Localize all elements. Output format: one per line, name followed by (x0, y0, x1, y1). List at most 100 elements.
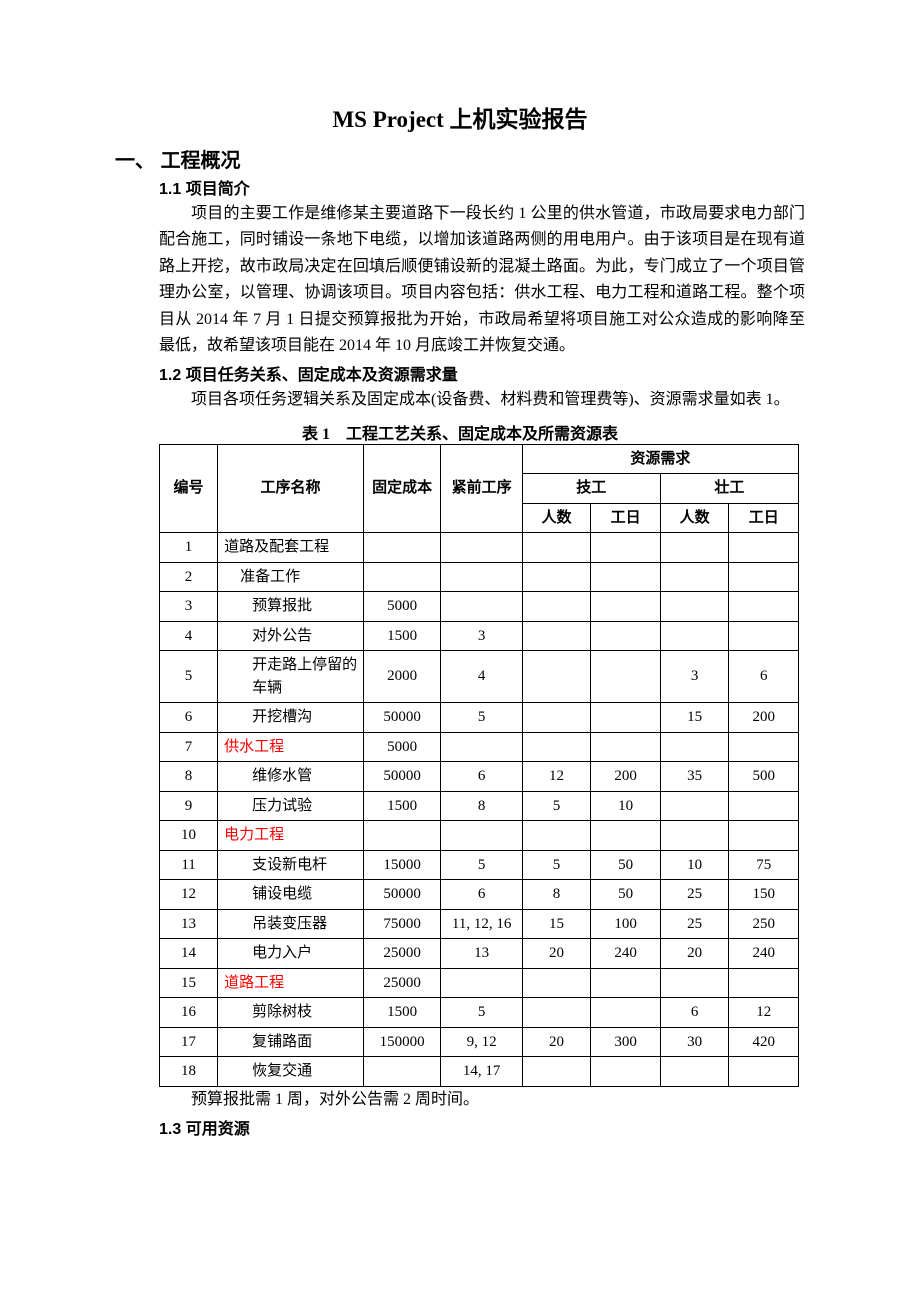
table-cell: 240 (591, 939, 661, 969)
table-cell: 50000 (363, 880, 441, 910)
col-header-skilled-count: 人数 (522, 503, 591, 533)
table-cell: 50 (591, 850, 661, 880)
table-cell: 电力工程 (218, 821, 364, 851)
table-cell (441, 562, 522, 592)
table-cell (660, 968, 729, 998)
table-cell (522, 732, 591, 762)
table-cell (591, 651, 661, 703)
table-cell: 9, 12 (441, 1027, 522, 1057)
section-number: 一、 (115, 150, 155, 172)
col-header-num: 编号 (160, 444, 218, 533)
subheading-1-2: 1.2 项目任务关系、固定成本及资源需求量 (159, 361, 805, 385)
table-cell: 75000 (363, 909, 441, 939)
table-cell: 75 (729, 850, 799, 880)
page-container: MS Project 上机实验报告 一、 工程概况 1.1 项目简介 项目的主要… (0, 0, 920, 1302)
table-cell: 14 (160, 939, 218, 969)
table-row: 16剪除树枝15005612 (160, 998, 799, 1028)
table-cell (591, 732, 661, 762)
document-title: MS Project 上机实验报告 (115, 100, 805, 134)
table-cell (363, 1057, 441, 1087)
table-cell: 5 (441, 850, 522, 880)
table-cell: 15 (522, 909, 591, 939)
table-cell: 18 (160, 1057, 218, 1087)
table-cell: 剪除树枝 (218, 998, 364, 1028)
table-cell: 5 (522, 850, 591, 880)
table-cell (591, 562, 661, 592)
table-cell: 3 (660, 651, 729, 703)
table-cell: 复铺路面 (218, 1027, 364, 1057)
table-cell (660, 791, 729, 821)
table-cell: 恢复交通 (218, 1057, 364, 1087)
col-header-labor-count: 人数 (660, 503, 729, 533)
paragraph-table-note: 预算报批需 1 周，对外公告需 2 周时间。 (159, 1087, 805, 1113)
table-cell (660, 732, 729, 762)
table-row: 18恢复交通 14, 17 (160, 1057, 799, 1087)
table-cell (522, 703, 591, 733)
table-cell: 预算报批 (218, 592, 364, 622)
table-cell (729, 562, 799, 592)
table-cell: 20 (522, 939, 591, 969)
table-cell (591, 592, 661, 622)
table-cell: 支设新电杆 (218, 850, 364, 880)
table-cell: 250 (729, 909, 799, 939)
table-cell (591, 533, 661, 563)
table-cell (660, 1057, 729, 1087)
table-cell: 8 (160, 762, 218, 792)
table-cell (591, 998, 661, 1028)
table-cell: 14, 17 (441, 1057, 522, 1087)
table-cell: 16 (160, 998, 218, 1028)
table-cell: 开走路上停留的车辆 (218, 651, 364, 703)
table-cell: 道路及配套工程 (218, 533, 364, 563)
section-heading-1: 一、 工程概况 (115, 144, 805, 173)
table-row: 9压力试验15008510 (160, 791, 799, 821)
col-header-skilled: 技工 (522, 474, 660, 504)
table-cell (522, 533, 591, 563)
table-cell: 5 (441, 998, 522, 1028)
table-cell: 13 (441, 939, 522, 969)
table-cell (522, 562, 591, 592)
table-cell: 铺设电缆 (218, 880, 364, 910)
table-cell: 7 (160, 732, 218, 762)
table-cell: 50 (591, 880, 661, 910)
table-cell (441, 533, 522, 563)
table-cell: 15 (660, 703, 729, 733)
table-cell (522, 821, 591, 851)
table-cell: 150000 (363, 1027, 441, 1057)
table-cell (522, 592, 591, 622)
paragraph-table-intro: 项目各项任务逻辑关系及固定成本(设备费、材料费和管理费等)、资源需求量如表 1。 (159, 387, 805, 413)
table-cell: 准备工作 (218, 562, 364, 592)
table-cell (729, 732, 799, 762)
col-header-labor-days: 工日 (729, 503, 799, 533)
table-cell: 12 (160, 880, 218, 910)
table-cell: 12 (522, 762, 591, 792)
table-cell (522, 968, 591, 998)
table-row: 11支设新电杆1500055501075 (160, 850, 799, 880)
table-cell: 5 (522, 791, 591, 821)
table-cell: 5000 (363, 592, 441, 622)
table-cell (591, 1057, 661, 1087)
col-header-name: 工序名称 (218, 444, 364, 533)
table-cell: 10 (591, 791, 661, 821)
table-cell: 17 (160, 1027, 218, 1057)
table-cell: 9 (160, 791, 218, 821)
table-cell: 30 (660, 1027, 729, 1057)
table-cell (591, 968, 661, 998)
table-cell: 压力试验 (218, 791, 364, 821)
table-cell: 对外公告 (218, 621, 364, 651)
table-cell: 35 (660, 762, 729, 792)
table-1-body: 1道路及配套工程2准备工作3预算报批50004对外公告150035开走路上停留的… (160, 533, 799, 1087)
paragraph-intro: 项目的主要工作是维修某主要道路下一段长约 1 公里的供水管道，市政局要求电力部门… (159, 201, 805, 359)
table-cell (660, 562, 729, 592)
table-cell: 13 (160, 909, 218, 939)
table-cell (591, 821, 661, 851)
table-cell (729, 621, 799, 651)
col-header-resource: 资源需求 (522, 444, 798, 474)
table-cell: 240 (729, 939, 799, 969)
table-cell: 6 (441, 880, 522, 910)
table-1-head: 编号 工序名称 固定成本 紧前工序 资源需求 技工 壮工 人数 工日 人数 工日 (160, 444, 799, 533)
table-cell: 25000 (363, 939, 441, 969)
table-cell: 吊装变压器 (218, 909, 364, 939)
table-cell (729, 533, 799, 563)
col-header-labor: 壮工 (660, 474, 798, 504)
table-row: 12铺设电缆50000685025150 (160, 880, 799, 910)
